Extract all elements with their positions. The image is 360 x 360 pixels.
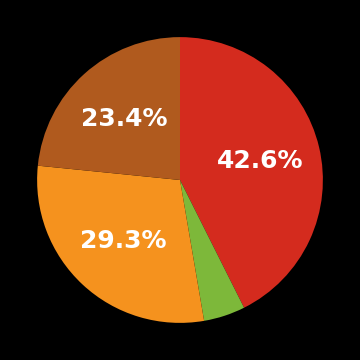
Text: 42.6%: 42.6% [217,149,304,173]
Wedge shape [38,37,180,180]
Wedge shape [180,37,323,308]
Text: 29.3%: 29.3% [80,229,167,253]
Wedge shape [37,166,204,323]
Text: 23.4%: 23.4% [81,107,168,131]
Wedge shape [180,180,244,321]
